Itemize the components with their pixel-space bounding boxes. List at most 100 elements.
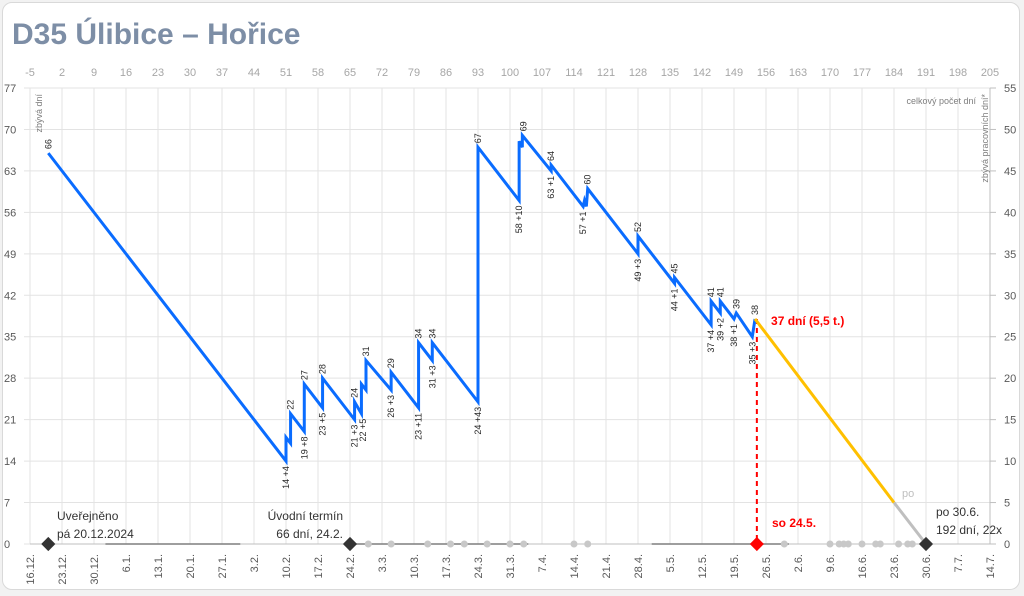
right-tick-label: 45 [1004, 166, 1016, 178]
bottom-tick-label: 9.6. [825, 554, 837, 572]
zero-line-dot [858, 540, 866, 548]
right-tick-label: 15 [1004, 415, 1016, 427]
data-label-peak: 28 [318, 364, 328, 374]
data-label-peak: 34 [414, 329, 424, 339]
top-tick-label: 2 [59, 67, 65, 79]
top-tick-label: 9 [91, 67, 97, 79]
left-tick-label: 35 [4, 332, 16, 344]
data-label-peak: 24 [350, 388, 360, 398]
top-tick-label: 184 [885, 67, 903, 79]
left-tick-label: 7 [4, 498, 10, 510]
left-tick-label: 14 [4, 456, 16, 468]
milestone-label-published: pá 20.12.2024 [57, 527, 134, 541]
milestone-diamond [41, 536, 56, 552]
top-tick-label: 65 [344, 67, 356, 79]
zero-line-dot [895, 540, 903, 548]
left-tick-label: 21 [4, 415, 16, 427]
data-label-peak: 27 [299, 370, 309, 380]
bottom-tick-label: 2.6. [793, 554, 805, 572]
top-tick-label: 191 [917, 67, 935, 79]
zero-line-dot [876, 540, 884, 548]
bottom-tick-label: 24.3. [473, 554, 485, 578]
milestone-label-initial: Úvodní termín [268, 508, 343, 523]
zero-line-dot [364, 540, 372, 548]
bottom-tick-label: 31.3. [505, 554, 517, 578]
left-tick-label: 49 [4, 249, 16, 261]
data-label-trough: 26 +3 [386, 395, 396, 418]
milestone-label-initial: 66 dní, 24.2. [276, 527, 343, 541]
series-line-1 [753, 318, 896, 504]
right-tick-label: 5 [1004, 498, 1010, 510]
left-tick-label: 42 [4, 290, 16, 302]
top-tick-label: 163 [789, 67, 807, 79]
bottom-tick-label: 27.1. [217, 554, 229, 578]
gray-line-label: po [902, 488, 914, 500]
bottom-tick-label: 14.7. [985, 554, 997, 578]
left-tick-label: 77 [4, 83, 16, 95]
top-tick-label: 79 [408, 67, 420, 79]
bottom-tick-label: 14.4. [569, 554, 581, 578]
top-tick-label: 198 [949, 67, 967, 79]
top-tick-label: 93 [472, 67, 484, 79]
milestone-label-current: so 24.5. [772, 516, 816, 530]
top-tick-label: 37 [216, 67, 228, 79]
right-tick-label: 55 [1004, 83, 1016, 95]
right-tick-label: 50 [1004, 124, 1016, 136]
bottom-tick-label: 26.5. [761, 554, 773, 578]
bottom-tick-label: 20.1. [185, 554, 197, 578]
series-line-2 [892, 501, 928, 545]
bottom-tick-label: 17.2. [313, 554, 325, 578]
data-label-trough: 21 +3 [350, 425, 360, 448]
top-tick-label: 121 [597, 67, 615, 79]
top-tick-label: 100 [501, 67, 519, 79]
bottom-tick-label: 30.6. [921, 554, 933, 578]
milestone-diamond [749, 536, 764, 552]
bottom-tick-label: 10.2. [281, 554, 293, 578]
top-tick-label: 156 [757, 67, 775, 79]
data-label-peak: 34 [427, 329, 437, 339]
milestone-diamond [342, 536, 358, 552]
data-label-trough: 23 +11 [414, 413, 424, 440]
data-label-peak: 31 [361, 346, 371, 356]
bottom-tick-label: 3.2. [249, 554, 261, 572]
right-tick-label: 0 [1004, 539, 1010, 551]
chart-title: D35 Úlibice – Hořice [12, 18, 301, 51]
right-tick-label: 35 [1004, 249, 1016, 261]
left-axis-title: zbývá dní [34, 94, 44, 133]
data-label-trough: 49 +3 [633, 259, 643, 282]
top-tick-label: 149 [725, 67, 743, 79]
zero-line-dot [844, 540, 852, 548]
series-line-0 [47, 131, 757, 466]
right-axis-title: zbývá pracovních dní* [980, 94, 990, 183]
right-tick-label: 20 [1004, 373, 1016, 385]
data-label-peak: 45 [670, 263, 680, 273]
data-label-trough: 39 +2 [715, 318, 725, 341]
top-tick-label: 86 [440, 67, 452, 79]
bottom-tick-label: 10.3. [409, 554, 421, 578]
data-label-peak: 64 [546, 151, 556, 161]
top-tick-label: 16 [120, 67, 132, 79]
right-tick-label: 25 [1004, 332, 1016, 344]
left-tick-label: 0 [4, 539, 10, 551]
data-label-trough: 38 +1 [729, 324, 739, 347]
top-tick-label: 205 [981, 67, 999, 79]
data-label-peak: 66 [43, 139, 53, 149]
current-remaining-annotation: 37 dní (5,5 t.) [771, 314, 844, 328]
bottom-tick-label: 23.6. [889, 554, 901, 578]
top-tick-label: 107 [533, 67, 551, 79]
zero-line-dot [908, 540, 916, 548]
bottom-tick-label: 19.5. [729, 554, 741, 578]
data-label-trough: 23 +5 [318, 413, 328, 436]
top-tick-label: 30 [184, 67, 196, 79]
data-label-peak: 69 [518, 121, 528, 131]
top-tick-label: 114 [565, 67, 583, 79]
zero-line-dot [460, 540, 468, 548]
right-tick-label: 10 [1004, 456, 1016, 468]
bottom-tick-label: 7.4. [537, 554, 549, 572]
data-label-trough: 58 +10 [514, 206, 524, 234]
bottom-tick-label: 21.4. [601, 554, 613, 578]
data-label-peak: 41 [706, 287, 716, 297]
milestone-label-end: po 30.6. [936, 505, 979, 519]
bottom-tick-label: 16.6. [857, 554, 869, 578]
